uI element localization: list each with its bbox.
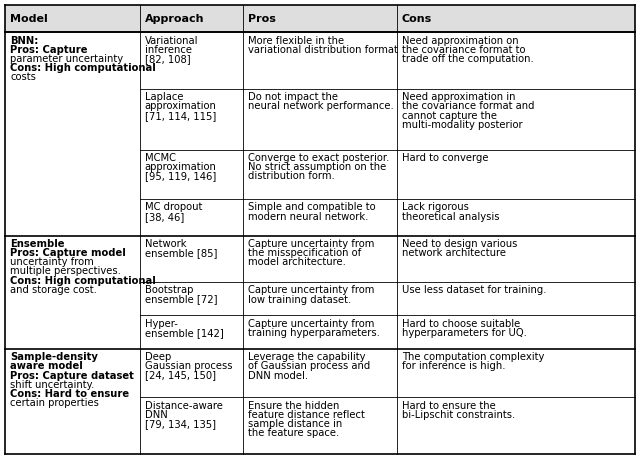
- Text: ensemble [72]: ensemble [72]: [145, 295, 217, 305]
- Text: Lack rigorous: Lack rigorous: [402, 202, 468, 213]
- Text: Pros: Pros: [248, 14, 276, 24]
- Text: modern neural network.: modern neural network.: [248, 212, 369, 222]
- Text: [79, 134, 135]: [79, 134, 135]: [145, 419, 216, 429]
- Text: Capture uncertainty from: Capture uncertainty from: [248, 285, 374, 295]
- Text: the covariance format and: the covariance format and: [402, 101, 534, 112]
- Text: [95, 119, 146]: [95, 119, 146]: [145, 171, 216, 181]
- Text: Need approximation in: Need approximation in: [402, 92, 515, 102]
- Text: The computation complexity: The computation complexity: [402, 352, 544, 362]
- Text: and storage cost.: and storage cost.: [10, 285, 97, 295]
- Text: aware model: aware model: [10, 361, 83, 371]
- Text: feature distance reflect: feature distance reflect: [248, 410, 365, 420]
- Text: Use less dataset for training.: Use less dataset for training.: [402, 285, 547, 295]
- Text: shift uncertainty.: shift uncertainty.: [10, 380, 95, 390]
- Text: cannot capture the: cannot capture the: [402, 111, 497, 121]
- Text: Converge to exact posterior.: Converge to exact posterior.: [248, 153, 390, 163]
- Text: multiple perspectives.: multiple perspectives.: [10, 267, 121, 276]
- Text: No strict assumption on the: No strict assumption on the: [248, 162, 387, 172]
- Text: Cons: Cons: [402, 14, 432, 24]
- Text: Pros: Capture dataset: Pros: Capture dataset: [10, 370, 134, 381]
- Text: approximation: approximation: [145, 162, 216, 172]
- Text: theoretical analysis: theoretical analysis: [402, 212, 499, 222]
- Text: Cons: High computational: Cons: High computational: [10, 276, 156, 285]
- Text: Hyper-: Hyper-: [145, 319, 177, 329]
- Text: ensemble [85]: ensemble [85]: [145, 248, 217, 258]
- Text: Pros: Capture model: Pros: Capture model: [10, 248, 126, 258]
- Text: parameter uncertainty: parameter uncertainty: [10, 54, 124, 64]
- Text: Do not impact the: Do not impact the: [248, 92, 339, 102]
- Text: Cons: High computational: Cons: High computational: [10, 63, 156, 73]
- Text: Variational: Variational: [145, 36, 198, 45]
- Text: uncertainty from: uncertainty from: [10, 257, 94, 267]
- Text: low training dataset.: low training dataset.: [248, 295, 351, 305]
- Text: costs: costs: [10, 73, 36, 83]
- Text: Pros: Capture: Pros: Capture: [10, 45, 88, 55]
- Text: Simple and compatible to: Simple and compatible to: [248, 202, 376, 213]
- Text: DNN: DNN: [145, 410, 168, 420]
- Text: BNN:: BNN:: [10, 36, 38, 45]
- Text: Hard to ensure the: Hard to ensure the: [402, 401, 495, 411]
- Text: MCMC: MCMC: [145, 153, 175, 163]
- Text: neural network performance.: neural network performance.: [248, 101, 394, 112]
- Text: MC dropout: MC dropout: [145, 202, 202, 213]
- Text: for inference is high.: for inference is high.: [402, 361, 506, 371]
- Text: [71, 114, 115]: [71, 114, 115]: [145, 111, 216, 121]
- Text: inference: inference: [145, 45, 191, 55]
- Text: Cons: Hard to ensure: Cons: Hard to ensure: [10, 389, 129, 399]
- Text: Capture uncertainty from: Capture uncertainty from: [248, 239, 374, 249]
- Text: multi-modality posterior: multi-modality posterior: [402, 120, 522, 130]
- Text: network architecture: network architecture: [402, 248, 506, 258]
- Text: [24, 145, 150]: [24, 145, 150]: [145, 370, 216, 381]
- Bar: [5, 5, 635, 32]
- Text: Network: Network: [145, 239, 186, 249]
- Text: Need approximation on: Need approximation on: [402, 36, 518, 45]
- Text: Distance-aware: Distance-aware: [145, 401, 223, 411]
- Text: ensemble [142]: ensemble [142]: [145, 328, 223, 338]
- Text: sample distance in: sample distance in: [248, 419, 342, 429]
- Text: Laplace: Laplace: [145, 92, 183, 102]
- Text: Deep: Deep: [145, 352, 171, 362]
- Text: Gaussian process: Gaussian process: [145, 361, 232, 371]
- Text: certain properties: certain properties: [10, 398, 99, 408]
- Text: the feature space.: the feature space.: [248, 428, 340, 438]
- Text: bi-Lipschit constraints.: bi-Lipschit constraints.: [402, 410, 515, 420]
- Text: the misspecification of: the misspecification of: [248, 248, 362, 258]
- Text: model architecture.: model architecture.: [248, 257, 346, 267]
- Text: Need to design various: Need to design various: [402, 239, 517, 249]
- Text: Model: Model: [10, 14, 48, 24]
- Text: trade off the computation.: trade off the computation.: [402, 54, 534, 64]
- Text: training hyperparameters.: training hyperparameters.: [248, 328, 380, 338]
- Text: Bootstrap: Bootstrap: [145, 285, 193, 295]
- Text: Capture uncertainty from: Capture uncertainty from: [248, 319, 374, 329]
- Text: distribution form.: distribution form.: [248, 171, 335, 181]
- Text: [38, 46]: [38, 46]: [145, 212, 184, 222]
- Text: [82, 108]: [82, 108]: [145, 54, 190, 64]
- Text: Hard to choose suitable: Hard to choose suitable: [402, 319, 520, 329]
- Text: More flexible in the: More flexible in the: [248, 36, 344, 45]
- Text: the covariance format to: the covariance format to: [402, 45, 525, 55]
- Text: Ensemble: Ensemble: [10, 239, 65, 249]
- Text: of Gaussian process and: of Gaussian process and: [248, 361, 371, 371]
- Text: hyperparameters for UQ.: hyperparameters for UQ.: [402, 328, 527, 338]
- Text: approximation: approximation: [145, 101, 216, 112]
- Text: Leverage the capability: Leverage the capability: [248, 352, 366, 362]
- Text: variational distribution format: variational distribution format: [248, 45, 398, 55]
- Text: Hard to converge: Hard to converge: [402, 153, 488, 163]
- Text: Approach: Approach: [145, 14, 204, 24]
- Text: DNN model.: DNN model.: [248, 370, 308, 381]
- Text: Ensure the hidden: Ensure the hidden: [248, 401, 340, 411]
- Text: Sample-density: Sample-density: [10, 352, 98, 362]
